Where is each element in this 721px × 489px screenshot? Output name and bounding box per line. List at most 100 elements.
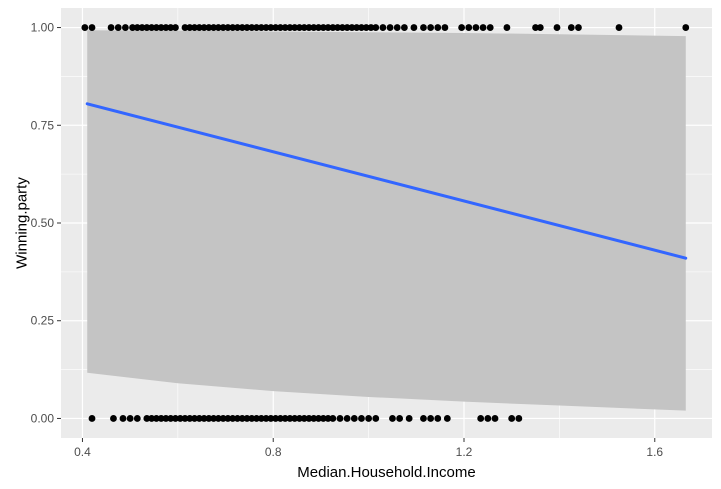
data-point	[172, 24, 179, 31]
data-point	[353, 24, 361, 31]
data-point	[276, 415, 284, 422]
data-point	[152, 24, 160, 31]
data-point	[205, 415, 213, 422]
data-point	[319, 24, 327, 31]
data-point	[441, 24, 449, 31]
data-point	[553, 24, 561, 31]
data-point	[427, 24, 435, 31]
data-point	[238, 24, 246, 31]
data-point	[234, 415, 241, 422]
data-point	[400, 24, 408, 31]
data-point	[315, 24, 322, 31]
x-tick-label: 0.8	[265, 445, 282, 459]
data-point	[234, 24, 241, 31]
data-point	[372, 24, 380, 31]
data-point	[536, 24, 544, 31]
data-point	[348, 24, 356, 31]
data-point	[465, 24, 473, 31]
data-point	[567, 24, 575, 31]
data-point	[286, 24, 294, 31]
data-point	[343, 415, 351, 422]
data-point	[300, 24, 308, 31]
data-point	[329, 24, 337, 31]
data-point	[389, 415, 396, 422]
data-point	[291, 24, 299, 31]
data-point	[195, 415, 203, 422]
data-point	[200, 415, 208, 422]
data-point	[243, 24, 251, 31]
data-point	[107, 24, 115, 31]
data-point	[210, 415, 218, 422]
data-point	[300, 415, 308, 422]
data-point	[229, 24, 237, 31]
data-point	[350, 415, 358, 422]
data-point	[129, 24, 136, 31]
y-axis: 0.00 0.25 0.50 0.75 1.00	[31, 21, 61, 425]
data-point	[214, 415, 222, 422]
data-point	[262, 24, 270, 31]
data-point	[405, 415, 413, 422]
data-point	[186, 415, 194, 422]
data-point	[167, 24, 175, 31]
data-point	[162, 415, 170, 422]
data-point	[276, 24, 284, 31]
data-point	[296, 415, 303, 422]
data-point	[682, 24, 690, 31]
data-point	[358, 415, 365, 422]
data-point	[338, 24, 346, 31]
data-point	[172, 415, 179, 422]
data-point	[486, 24, 494, 31]
data-point	[157, 415, 165, 422]
data-point	[210, 24, 218, 31]
data-point	[248, 415, 256, 422]
data-point	[143, 415, 151, 422]
data-point	[503, 24, 511, 31]
y-axis-title: Winning.party	[13, 177, 30, 269]
data-point	[291, 415, 299, 422]
data-point	[267, 24, 275, 31]
data-point	[379, 24, 387, 31]
data-point	[491, 415, 499, 422]
data-point	[167, 415, 175, 422]
data-point	[329, 415, 337, 422]
data-point	[191, 24, 198, 31]
data-point	[267, 415, 275, 422]
data-point	[121, 24, 129, 31]
data-point	[393, 24, 401, 31]
data-point	[434, 415, 442, 422]
x-tick-label: 1.6	[646, 445, 663, 459]
confidence-band	[87, 30, 686, 411]
y-tick-label: 0.50	[31, 216, 55, 230]
data-point	[362, 24, 370, 31]
data-point	[443, 415, 451, 422]
data-point	[272, 415, 280, 422]
data-point	[334, 24, 342, 31]
data-point	[324, 24, 332, 31]
data-point	[143, 24, 151, 31]
data-point	[281, 415, 289, 422]
data-point	[181, 415, 189, 422]
data-point	[343, 24, 351, 31]
data-point	[367, 24, 375, 31]
data-point	[81, 24, 89, 31]
data-point	[484, 415, 492, 422]
data-point	[133, 24, 141, 31]
y-tick-label: 0.00	[31, 411, 55, 425]
data-point	[148, 415, 156, 422]
data-point	[386, 24, 394, 31]
data-point	[126, 415, 134, 422]
data-point	[305, 24, 313, 31]
data-point	[615, 24, 623, 31]
data-point	[200, 24, 208, 31]
data-point	[281, 24, 289, 31]
data-point	[114, 24, 122, 31]
data-point	[508, 415, 516, 422]
data-point	[181, 24, 189, 31]
data-point	[434, 24, 442, 31]
data-point	[110, 415, 117, 422]
data-point	[138, 24, 146, 31]
x-axis-title: Median.Household.Income	[297, 464, 475, 481]
data-point	[229, 415, 237, 422]
data-point	[253, 24, 260, 31]
